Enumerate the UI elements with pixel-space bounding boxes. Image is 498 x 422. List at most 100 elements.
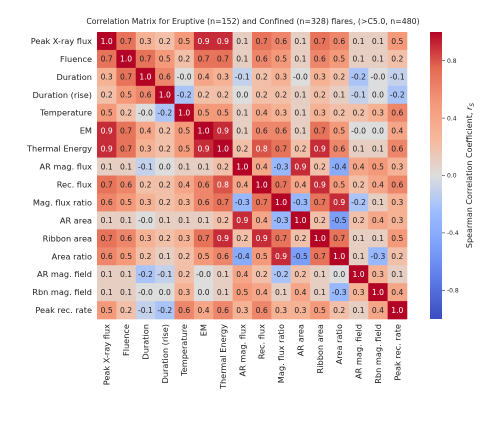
row-tick-label: Temperature bbox=[39, 108, 92, 118]
cell-value-label: 0.2 bbox=[178, 252, 190, 261]
cell-value-label: -0.2 bbox=[351, 198, 366, 207]
heatmap-cell bbox=[97, 283, 117, 302]
heatmap-cell bbox=[193, 301, 214, 320]
row-tick-label: Peak rec. rate bbox=[35, 305, 92, 315]
cell-value-label: 0.3 bbox=[275, 306, 287, 315]
heatmap-cell bbox=[97, 49, 117, 69]
heatmap-cell bbox=[135, 49, 156, 69]
heatmap-cell bbox=[252, 175, 272, 194]
heatmap-cell bbox=[271, 211, 292, 230]
heatmap-cell bbox=[348, 85, 369, 105]
cell-value-label: 0.3 bbox=[294, 306, 306, 315]
cell-value-label: 0.7 bbox=[314, 198, 326, 207]
heatmap-cell bbox=[290, 85, 311, 105]
heatmap-cell bbox=[97, 121, 117, 140]
column-tick-label: Temperature bbox=[179, 324, 189, 377]
cell-value-label: 1.0 bbox=[159, 91, 171, 100]
cell-value-label: 0.2 bbox=[217, 91, 229, 100]
cell-value-label: -0.3 bbox=[332, 288, 347, 297]
column-tick-label: EM bbox=[199, 324, 209, 336]
cell-value-label: 0.9 bbox=[217, 37, 229, 46]
heatmap-cell bbox=[368, 193, 388, 212]
heatmap-cell bbox=[155, 265, 175, 284]
cell-value-label: 0.4 bbox=[372, 180, 384, 189]
heatmap-cell bbox=[310, 103, 330, 122]
heatmap-cell bbox=[97, 229, 117, 248]
heatmap-cell bbox=[174, 49, 195, 69]
heatmap-cell bbox=[348, 265, 369, 284]
cell-value-label: 0.6 bbox=[101, 252, 113, 261]
cell-value-label: -0.0 bbox=[138, 216, 153, 225]
heatmap-cell bbox=[252, 85, 272, 105]
heatmap-cell bbox=[387, 49, 408, 69]
colorbar-ticks: 0.8 0.4 0.0 -0.4 -0.8 bbox=[442, 58, 459, 295]
cell-value-label: 0.2 bbox=[314, 216, 326, 225]
cell-value-label: 0.1 bbox=[159, 216, 171, 225]
cell-value-label: 0.3 bbox=[139, 198, 151, 207]
cell-value-label: 0.4 bbox=[198, 73, 210, 82]
heatmap-cell bbox=[213, 49, 233, 69]
cell-value-label: 0.2 bbox=[333, 306, 345, 315]
cell-value-label: 0.2 bbox=[159, 37, 171, 46]
colorbar: 0.8 0.4 0.0 -0.4 -0.8 Spearman Correlation C… bbox=[430, 32, 476, 319]
cell-value-label: 0.9 bbox=[314, 144, 326, 153]
cell-value-label: 0.3 bbox=[391, 198, 403, 207]
heatmap-cell bbox=[368, 103, 388, 122]
cell-value-label: 0.1 bbox=[178, 216, 190, 225]
heatmap-cell bbox=[174, 247, 195, 266]
heatmap-cell bbox=[348, 283, 369, 302]
cell-value-label: 0.5 bbox=[198, 109, 210, 118]
heatmap-cell bbox=[290, 283, 311, 302]
heatmap-cell bbox=[174, 121, 195, 140]
cell-value-label: 0.7 bbox=[275, 180, 287, 189]
colorbar-label: Spearman Correlation Coefficient, rS bbox=[465, 103, 476, 248]
heatmap-cell bbox=[232, 301, 253, 320]
heatmap-cell bbox=[116, 211, 137, 230]
cell-value-label: 0.1 bbox=[236, 126, 248, 135]
heatmap-cell bbox=[252, 229, 272, 248]
cell-value-label: 0.2 bbox=[159, 144, 171, 153]
heatmap-cell bbox=[271, 247, 292, 266]
heatmap-cell bbox=[174, 32, 195, 51]
heatmap-cell bbox=[348, 229, 369, 248]
cell-value-label: 0.3 bbox=[314, 73, 326, 82]
cell-value-label: -0.5 bbox=[332, 216, 347, 225]
heatmap-cell bbox=[387, 229, 408, 248]
heatmap-cell bbox=[368, 121, 388, 140]
heatmap-cell bbox=[97, 265, 117, 284]
cell-value-label: 0.6 bbox=[314, 55, 326, 64]
heatmap-cell bbox=[290, 229, 311, 248]
cell-value-label: 0.1 bbox=[120, 270, 132, 279]
colorbar-tick-label: -0.4 bbox=[447, 230, 459, 237]
heatmap-cell bbox=[155, 229, 175, 248]
heatmap-cell bbox=[271, 265, 292, 284]
heatmap-cell bbox=[97, 139, 117, 158]
cell-value-label: 0.9 bbox=[275, 252, 287, 261]
cell-value-label: 0.5 bbox=[159, 55, 171, 64]
cell-value-label: 0.6 bbox=[198, 180, 210, 189]
heatmap-cell bbox=[193, 32, 214, 51]
heatmap-cell bbox=[213, 247, 233, 266]
cell-value-label: 0.7 bbox=[256, 37, 268, 46]
chart-title: Correlation Matrix for Eruptive (n=152) … bbox=[86, 17, 419, 26]
heatmap-cell bbox=[348, 67, 369, 87]
cell-value-label: -0.0 bbox=[196, 270, 211, 279]
cell-value-label: 0.5 bbox=[236, 288, 248, 297]
cell-value-label: 0.2 bbox=[198, 91, 210, 100]
heatmap-cell bbox=[155, 193, 175, 212]
heatmap-cell bbox=[271, 229, 292, 248]
heatmap-cell bbox=[155, 139, 175, 158]
heatmap-cell bbox=[135, 193, 156, 212]
cell-value-label: 0.9 bbox=[294, 162, 306, 171]
heatmap-cell bbox=[271, 103, 292, 122]
cell-value-label: 0.2 bbox=[391, 252, 403, 261]
heatmap-cell bbox=[387, 103, 408, 122]
heatmap-cell bbox=[329, 139, 350, 158]
cell-value-label: 0.3 bbox=[391, 162, 403, 171]
cell-value-label: 0.6 bbox=[256, 306, 268, 315]
heatmap-cell bbox=[213, 301, 233, 320]
heatmap-cell bbox=[135, 175, 156, 194]
heatmap-cell bbox=[155, 103, 175, 122]
cell-value-label: 1.0 bbox=[120, 55, 132, 64]
heatmap-cell bbox=[290, 103, 311, 122]
